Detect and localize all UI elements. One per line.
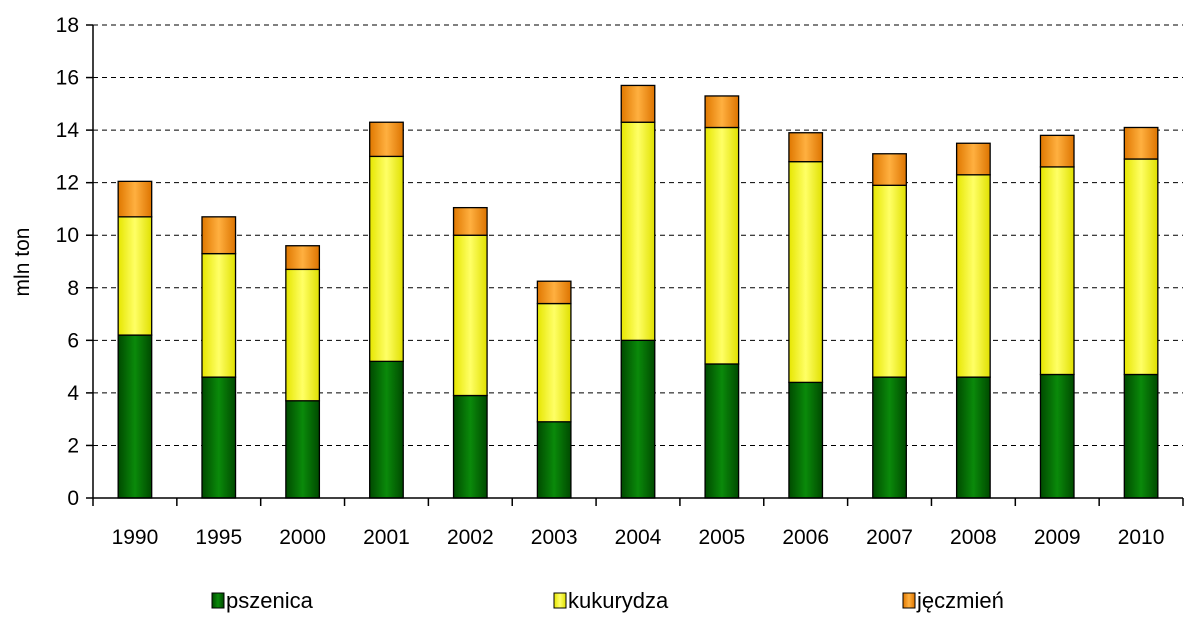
x-tick-label: 2003 [531, 526, 578, 549]
x-axis-tick-labels: 1990 1995 2000 2001 2002 2003 2004 2005 2006 2007… [112, 526, 1165, 549]
x-tick-label: 2010 [1118, 526, 1165, 549]
bar-kukurydza-2008 [955, 174, 991, 378]
x-tick-label: 2008 [950, 526, 997, 549]
bar-pszenica-2010 [1123, 373, 1159, 499]
y-tick-label: 2 [67, 434, 79, 457]
legend-label-1: kukurydza [568, 588, 669, 613]
legend-swatch-0 [211, 592, 225, 609]
bar-pszenica-2008 [955, 376, 991, 499]
bar-pszenica-2005 [704, 363, 740, 499]
bar-jęczmień-2003 [536, 280, 572, 305]
x-tick-label: 2006 [782, 526, 829, 549]
bar-jęczmień-2010 [1123, 126, 1159, 160]
bar-jęczmień-2005 [704, 95, 740, 129]
x-tick-label: 2009 [1034, 526, 1081, 549]
legend-swatch-2 [902, 592, 916, 609]
bar-jęczmień-1990 [117, 180, 153, 218]
bars [117, 84, 1159, 499]
bar-pszenica-2002 [452, 394, 488, 499]
bar-kukurydza-2007 [872, 184, 907, 378]
bar-kukurydza-2004 [620, 121, 656, 341]
bar-pszenica-2000 [285, 400, 321, 499]
bar-pszenica-2007 [872, 376, 907, 499]
axes [86, 24, 1184, 506]
bar-kukurydza-2005 [704, 126, 740, 365]
y-tick-label: 6 [67, 329, 79, 352]
bar-pszenica-2009 [1039, 373, 1075, 499]
bar-jęczmień-2009 [1039, 134, 1075, 168]
bar-kukurydza-2000 [285, 268, 321, 402]
bar-kukurydza-2001 [369, 155, 404, 363]
x-tick-label: 1995 [195, 526, 242, 549]
bar-kukurydza-1995 [201, 252, 237, 378]
x-tick-label: 2000 [279, 526, 326, 549]
bar-pszenica-2003 [536, 421, 572, 499]
bar-jęczmień-2006 [788, 132, 824, 163]
bar-kukurydza-1990 [117, 216, 153, 336]
bar-pszenica-1995 [201, 376, 237, 499]
bar-kukurydza-2006 [788, 160, 824, 384]
bar-jęczmień-2000 [285, 245, 321, 271]
bar-jęczmień-2001 [369, 121, 404, 158]
bar-kukurydza-2002 [452, 234, 488, 397]
x-tick-label: 2002 [447, 526, 494, 549]
y-tick-label: 14 [56, 119, 80, 142]
legend-swatch-1 [553, 592, 567, 609]
y-tick-label: 16 [56, 67, 79, 90]
bar-pszenica-2001 [369, 360, 404, 499]
bar-jęczmień-2008 [955, 142, 991, 176]
bar-jęczmień-1995 [201, 216, 237, 255]
y-tick-label: 0 [67, 487, 79, 510]
y-axis-title: mln ton [11, 228, 34, 297]
bar-pszenica-2006 [788, 381, 824, 499]
bar-jęczmień-2007 [872, 153, 907, 186]
x-tick-label: 2005 [698, 526, 745, 549]
bar-kukurydza-2009 [1039, 166, 1075, 376]
legend-label-0: pszenica [226, 588, 314, 613]
legend: pszenica kukurydza jęczmień [211, 588, 1004, 613]
x-tick-label: 1990 [112, 526, 159, 549]
y-axis-tick-labels: 0 2 4 6 8 10 12 14 16 18 [56, 14, 80, 510]
x-tick-label: 2007 [866, 526, 913, 549]
bar-jęczmień-2004 [620, 84, 656, 123]
legend-label-2: jęczmień [916, 588, 1004, 613]
x-tick-label: 2004 [615, 526, 662, 549]
y-tick-label: 10 [56, 224, 79, 247]
x-tick-label: 2001 [363, 526, 410, 549]
bar-pszenica-2004 [620, 339, 656, 499]
bar-pszenica-1990 [117, 334, 153, 499]
y-tick-label: 12 [56, 172, 79, 195]
bar-jęczmień-2002 [452, 206, 488, 236]
y-tick-label: 4 [67, 382, 79, 405]
y-tick-label: 18 [56, 14, 79, 37]
y-tick-label: 8 [67, 277, 79, 300]
bar-kukurydza-2003 [536, 302, 572, 423]
bar-kukurydza-2010 [1123, 158, 1159, 376]
